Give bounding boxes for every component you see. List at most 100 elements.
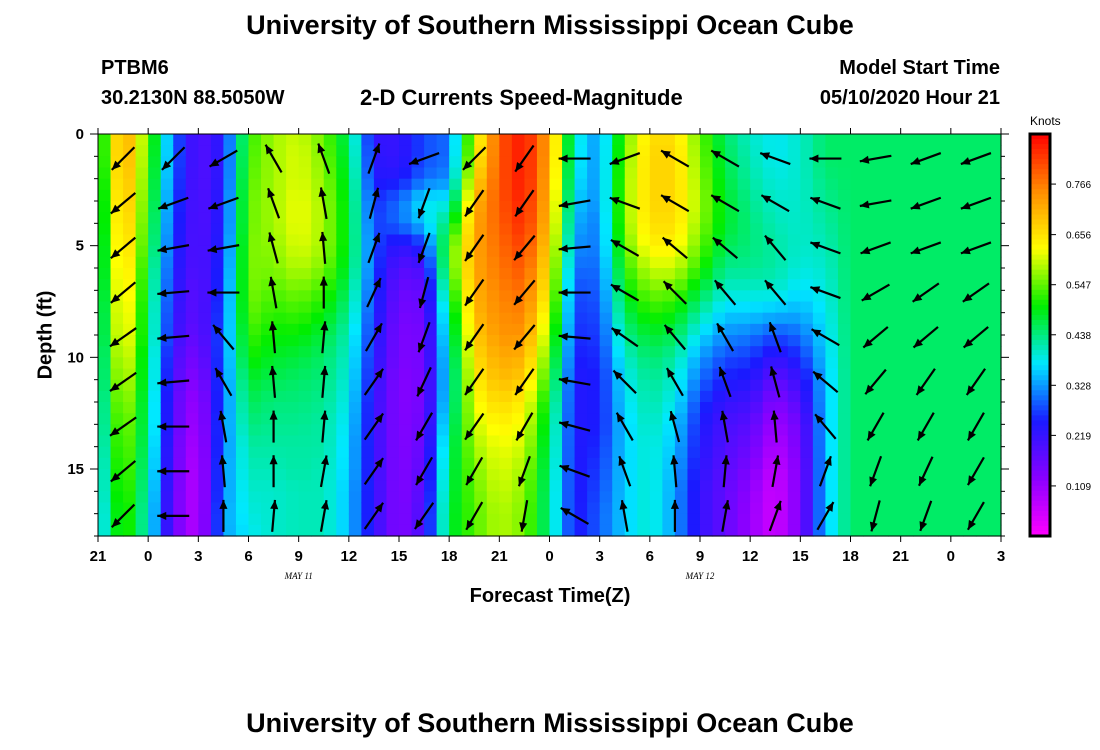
heatmap-cell — [687, 234, 701, 247]
current-vector-arrow — [814, 413, 837, 440]
heatmap-cell — [950, 513, 964, 526]
heatmap-cell — [110, 446, 124, 459]
heatmap-cell — [123, 402, 137, 414]
heatmap-cell — [687, 457, 701, 470]
heatmap-cell — [160, 446, 174, 459]
heatmap-cell — [599, 134, 613, 146]
heatmap-cell — [837, 178, 852, 191]
heatmap-cell — [373, 491, 388, 504]
heatmap-cell — [449, 268, 463, 280]
heatmap-cell — [549, 279, 563, 291]
heatmap-cell — [863, 268, 877, 280]
heatmap-cell — [373, 346, 388, 358]
heatmap-cell — [750, 368, 764, 381]
heatmap-cell — [662, 457, 676, 470]
heatmap-cell — [737, 502, 751, 515]
heatmap-cell — [963, 323, 977, 336]
heatmap-cell — [424, 223, 438, 236]
heatmap-cell — [737, 279, 751, 291]
heatmap-cell — [900, 368, 914, 381]
heatmap-cell — [185, 234, 199, 247]
heatmap-cell — [549, 390, 563, 403]
heatmap-cell — [449, 301, 463, 314]
heatmap-cell — [185, 223, 199, 236]
day-label: MAY 11 — [284, 571, 313, 581]
heatmap-cell — [988, 268, 1002, 280]
heatmap-cell — [800, 402, 814, 414]
heatmap-cell — [975, 234, 990, 247]
heatmap-cell — [311, 290, 325, 303]
current-vector-arrow — [915, 368, 936, 396]
heatmap-cell — [298, 346, 312, 358]
heatmap-cell — [499, 279, 513, 291]
heatmap-cell — [737, 212, 751, 224]
heatmap-cell — [311, 424, 325, 437]
heatmap-cell — [336, 223, 350, 236]
heatmap-cell — [800, 312, 814, 325]
heatmap-cell — [850, 513, 864, 526]
heatmap-cell — [499, 234, 513, 247]
heatmap-cell — [399, 390, 413, 403]
heatmap-cell — [348, 335, 362, 347]
heatmap-cell — [160, 413, 174, 425]
heatmap-cell — [850, 312, 864, 325]
heatmap-cell — [185, 524, 199, 537]
heatmap-cell — [210, 469, 225, 481]
heatmap-cell — [173, 357, 187, 370]
heatmap-cell — [750, 301, 764, 314]
heatmap-cell — [449, 357, 463, 370]
heatmap-cell — [185, 268, 199, 280]
heatmap-cell — [624, 424, 638, 437]
heatmap-cell — [148, 390, 162, 403]
heatmap-cell — [725, 435, 739, 448]
heatmap-cell — [662, 178, 676, 191]
heatmap-cell — [336, 357, 350, 370]
heatmap-cell — [900, 223, 914, 236]
heatmap-cell — [348, 301, 362, 314]
heatmap-cell — [875, 424, 889, 437]
heatmap-cell — [185, 312, 199, 325]
heatmap-cell — [411, 134, 425, 146]
heatmap-cell — [925, 469, 939, 481]
heatmap-cell — [511, 379, 526, 392]
heatmap-cell — [185, 424, 199, 437]
heatmap-cell — [235, 390, 250, 403]
heatmap-cell — [863, 413, 877, 425]
heatmap-cell — [461, 178, 475, 191]
heatmap-cell — [474, 335, 488, 347]
heatmap-cell — [536, 290, 551, 303]
heatmap-cell — [411, 167, 425, 180]
heatmap-cell — [787, 189, 801, 202]
heatmap-cell — [963, 256, 977, 269]
heatmap-cell — [687, 178, 701, 191]
heatmap-cell — [323, 491, 337, 504]
heatmap-cell — [888, 167, 902, 180]
heatmap-cell — [787, 279, 801, 291]
heatmap-cell — [812, 268, 827, 280]
heatmap-cell — [587, 524, 601, 537]
heatmap-cell — [160, 290, 174, 303]
heatmap-cell — [185, 167, 199, 180]
heatmap-cell — [474, 212, 488, 224]
colorbar-segment — [1030, 345, 1050, 351]
heatmap-cell — [198, 245, 212, 258]
heatmap-cell — [925, 390, 939, 403]
heatmap-cell — [486, 212, 500, 224]
heatmap-cell — [223, 390, 237, 403]
heatmap-cell — [110, 413, 124, 425]
heatmap-cell — [963, 156, 977, 169]
heatmap-cell — [223, 167, 237, 180]
heatmap-cell — [850, 435, 864, 448]
heatmap-cell — [975, 178, 990, 191]
heatmap-cell — [900, 201, 914, 213]
colorbar-tick-label: 0.219 — [1066, 431, 1091, 442]
heatmap-cell — [123, 290, 137, 303]
heatmap-cell — [775, 134, 789, 146]
heatmap-cell — [562, 457, 576, 470]
heatmap-cell — [850, 346, 864, 358]
heatmap-cell — [950, 502, 964, 515]
heatmap-cell — [562, 368, 576, 381]
heatmap-cell — [562, 301, 576, 314]
colorbar-segment — [1030, 259, 1050, 266]
heatmap-cell — [248, 469, 262, 481]
